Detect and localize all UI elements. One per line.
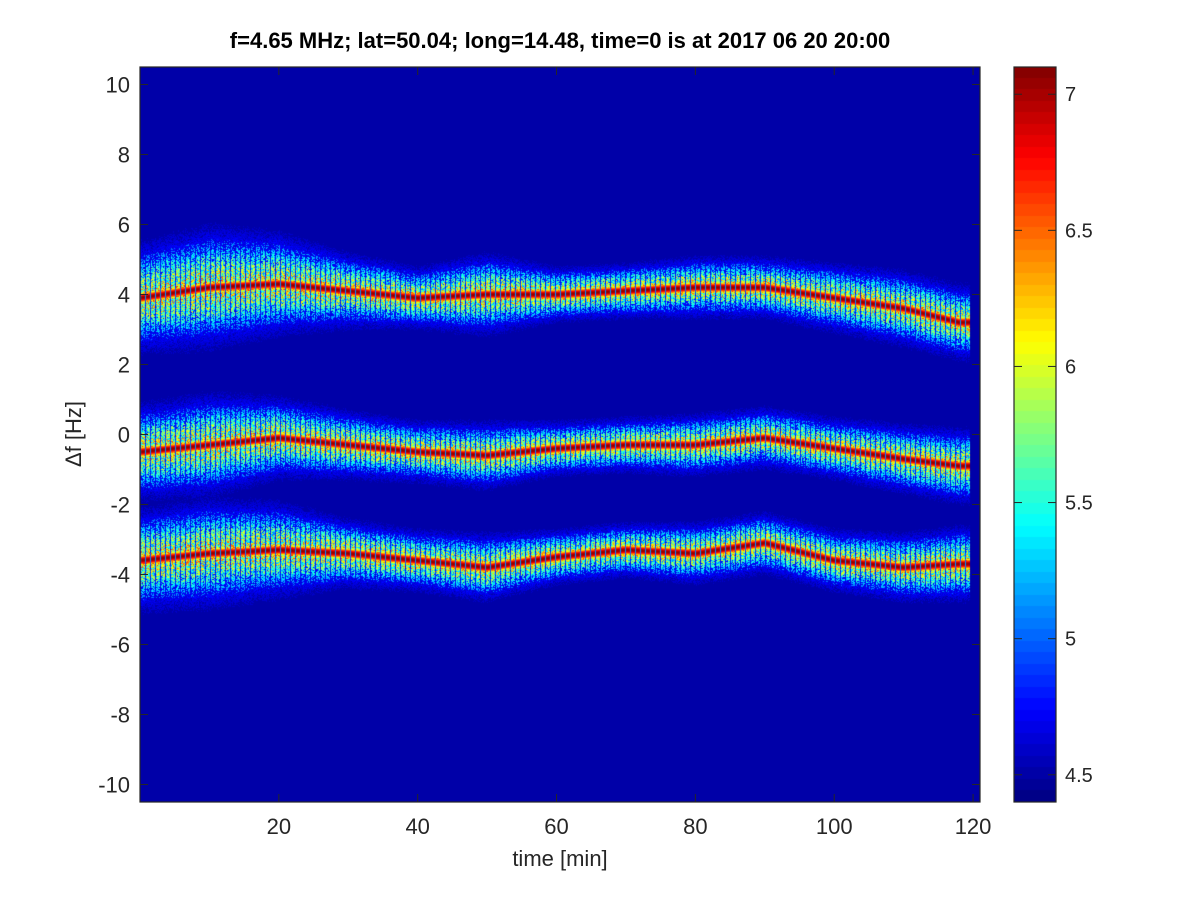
y-axis-label: Δf [Hz] xyxy=(61,400,86,468)
y-tick-label: -8 xyxy=(110,703,130,728)
colorbar-tick-label: 6 xyxy=(1065,356,1076,378)
y-tick-label: 4 xyxy=(118,283,130,308)
y-tick-label: -6 xyxy=(110,633,130,658)
y-tick-label: 6 xyxy=(118,213,130,238)
chart-title: f=4.65 MHz; lat=50.04; long=14.48, time=… xyxy=(229,28,891,53)
y-tick-label: 2 xyxy=(118,353,130,378)
y-tick-label: -4 xyxy=(110,563,130,588)
y-tick-label: -2 xyxy=(110,493,130,518)
x-tick-label: 60 xyxy=(544,814,568,839)
colorbar-tick-label: 4.5 xyxy=(1065,765,1093,787)
colorbar-tick-label: 7 xyxy=(1065,84,1076,106)
colorbar-tick-label: 5.5 xyxy=(1065,493,1093,515)
colorbar-tick-label: 6.5 xyxy=(1065,220,1093,242)
x-tick-label: 20 xyxy=(267,814,291,839)
y-tick-label: 0 xyxy=(118,423,130,448)
y-tick-label: 10 xyxy=(106,73,130,98)
x-tick-label: 80 xyxy=(683,814,707,839)
colorbar xyxy=(1014,67,1056,802)
y-tick-label: 8 xyxy=(118,143,130,168)
x-axis-label: time [min] xyxy=(512,846,608,871)
colorbar-tick-label: 5 xyxy=(1065,629,1076,651)
x-tick-label: 120 xyxy=(955,814,992,839)
heatmap-plot-area xyxy=(140,67,980,802)
y-tick-label: -10 xyxy=(98,773,130,798)
x-tick-label: 100 xyxy=(816,814,853,839)
x-tick-label: 40 xyxy=(405,814,429,839)
